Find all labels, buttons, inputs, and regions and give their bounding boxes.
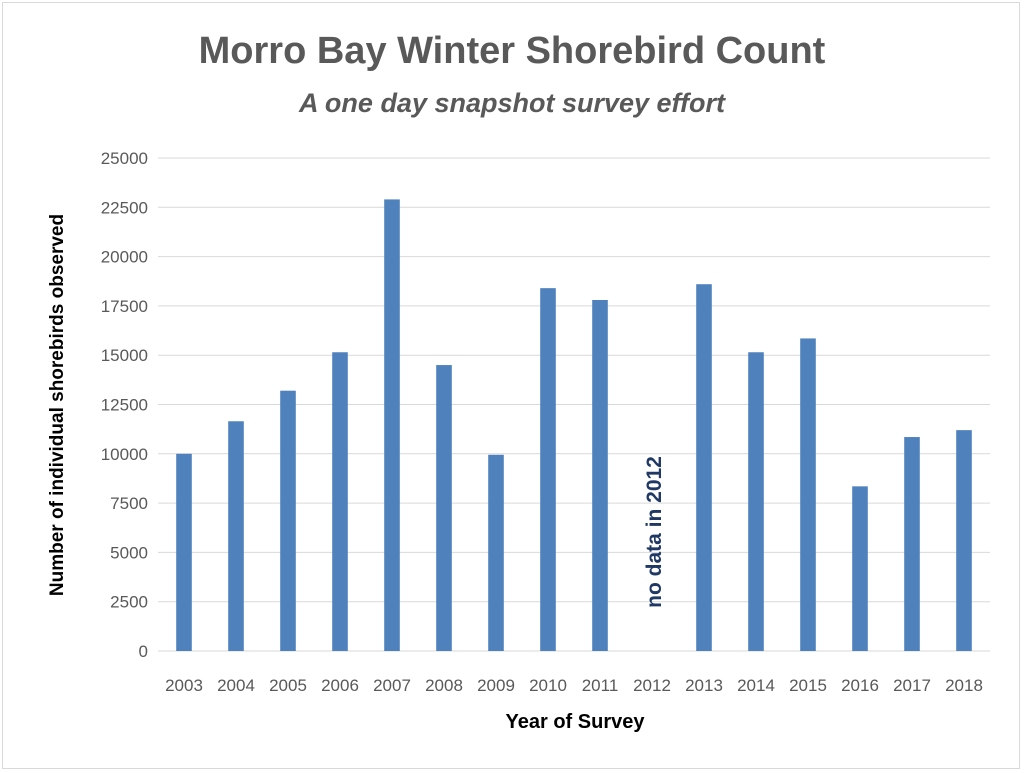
bar-2015 (800, 338, 816, 651)
bar-2009 (488, 454, 504, 651)
bar-2007 (384, 199, 400, 652)
x-tick-label: 2012 (633, 676, 671, 695)
y-tick-label: 12500 (101, 396, 148, 415)
grid-lines (158, 157, 990, 652)
x-tick-label: 2007 (373, 676, 411, 695)
y-tick-label: 22500 (101, 198, 148, 217)
bar-2014 (748, 352, 764, 651)
chart-title: Morro Bay Winter Shorebird Count (198, 30, 826, 72)
bar-2013 (696, 284, 712, 651)
x-tick-label: 2016 (841, 676, 879, 695)
y-tick-label: 10000 (101, 445, 148, 464)
annotation-no-data: no data in 2012 (643, 456, 666, 608)
x-tick-label: 2018 (945, 676, 983, 695)
bar-2010 (540, 288, 556, 651)
y-axis-label: Number of individual shorebirds observed (47, 214, 68, 596)
x-tick-label: 2010 (529, 676, 567, 695)
bar-2006 (332, 352, 348, 651)
y-tick-label: 17500 (101, 297, 148, 316)
bar-2005 (280, 390, 296, 651)
bar-2016 (852, 486, 868, 651)
y-tick-label: 0 (139, 642, 148, 661)
x-axis-ticks: 2003 2004 2005 2006 2007 2008 2009 2010 2011 2012… (165, 676, 983, 695)
y-tick-label: 25000 (101, 149, 148, 168)
x-tick-label: 2011 (582, 676, 619, 695)
x-tick-label: 2008 (425, 676, 463, 695)
x-tick-label: 2017 (893, 676, 931, 695)
x-tick-label: 2004 (217, 676, 255, 695)
x-tick-label: 2006 (321, 676, 359, 695)
chart-subtitle: A one day snapshot survey effort (298, 88, 726, 118)
x-tick-label: 2015 (789, 676, 827, 695)
x-tick-label: 2003 (165, 676, 203, 695)
y-tick-label: 20000 (101, 248, 148, 267)
bar-2008 (436, 365, 452, 651)
x-tick-label: 2009 (477, 676, 515, 695)
bar-2011 (592, 299, 608, 651)
x-tick-label: 2014 (737, 676, 775, 695)
y-tick-label: 2500 (110, 593, 148, 612)
y-tick-label: 7500 (110, 494, 148, 513)
bar-2003 (176, 453, 192, 651)
bar-2018 (956, 430, 972, 651)
x-tick-label: 2005 (269, 676, 307, 695)
y-axis-ticks: 0 2500 5000 7500 10000 12500 15000 17500 20000 22… (101, 149, 148, 661)
x-tick-label: 2013 (685, 676, 723, 695)
bar-2004 (228, 421, 244, 651)
x-axis-label: Year of Survey (506, 711, 646, 733)
bars (176, 199, 972, 652)
annotations: no data in 2012 (643, 456, 666, 608)
y-tick-label: 15000 (101, 346, 148, 365)
bar-2017 (904, 437, 920, 651)
y-tick-label: 5000 (110, 543, 148, 562)
